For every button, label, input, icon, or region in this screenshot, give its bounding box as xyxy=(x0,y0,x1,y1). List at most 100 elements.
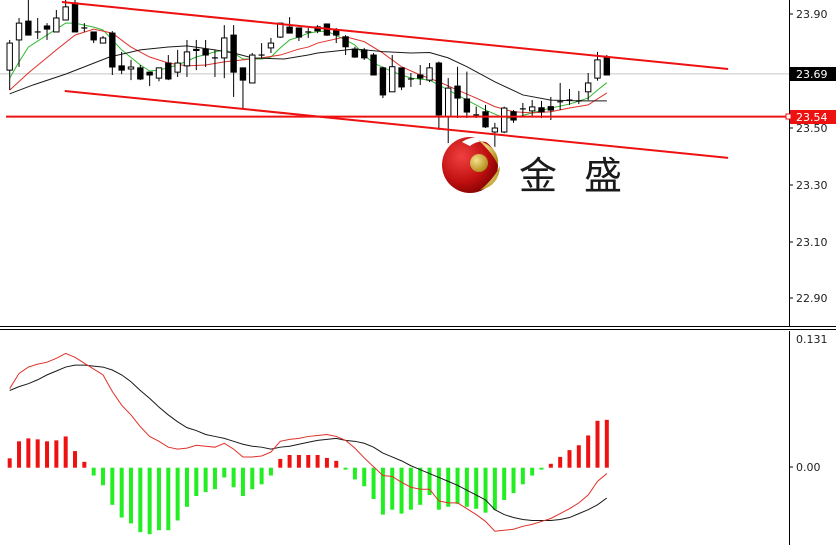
candle xyxy=(146,71,153,87)
macd-histogram-bar xyxy=(82,461,87,468)
macd-histogram-bar xyxy=(436,467,441,510)
candle-body-down xyxy=(25,20,32,36)
candle xyxy=(584,72,592,101)
macd-histogram-bar xyxy=(35,439,40,468)
macd-histogram-bar xyxy=(511,467,516,494)
macd-histogram-bar xyxy=(203,467,208,493)
macd-histogram-bar xyxy=(119,467,124,518)
candle xyxy=(519,102,526,117)
candle xyxy=(6,39,13,91)
ma-mid-line xyxy=(9,28,608,114)
candle xyxy=(277,22,284,38)
macd-histogram-bar xyxy=(147,467,152,535)
macd-histogram-bar xyxy=(138,467,143,533)
candle-body-down xyxy=(71,2,79,33)
logo-char: 金 xyxy=(519,154,557,198)
macd-histogram-bar xyxy=(128,467,133,524)
candle xyxy=(538,100,545,119)
signal-line xyxy=(9,364,608,521)
logo-emblem xyxy=(442,137,498,193)
candle xyxy=(295,27,303,42)
candle xyxy=(165,55,172,81)
candle xyxy=(389,55,396,93)
macd-histogram-bar xyxy=(371,467,376,499)
jinsheng-logo: 金 盛 xyxy=(442,137,622,198)
price-tick: 22.90 xyxy=(796,292,828,305)
macd-histogram-bar xyxy=(175,467,180,521)
macd-histogram-bar xyxy=(101,467,105,486)
macd-histogram-bar xyxy=(604,419,609,468)
candle-body-down xyxy=(202,48,209,56)
macd-histogram-bar xyxy=(306,454,311,468)
macd-histogram-bar xyxy=(567,450,572,468)
candle-body-down xyxy=(482,111,489,128)
candle xyxy=(454,66,461,119)
candle-body-down xyxy=(43,25,51,30)
macd-panel[interactable] xyxy=(7,352,609,535)
macd-histogram-bar xyxy=(250,467,255,490)
macd-histogram-bar xyxy=(315,454,320,468)
macd-line xyxy=(9,352,608,532)
macd-histogram-bar xyxy=(418,467,423,505)
upper-channel-line xyxy=(61,1,729,70)
candle-body-up xyxy=(127,66,135,70)
macd-histogram-bar xyxy=(380,467,385,515)
macd-histogram-bar xyxy=(63,436,68,468)
hline-marker xyxy=(785,113,792,120)
candle-body-down xyxy=(435,62,443,116)
candle-body-up xyxy=(267,42,275,49)
candle-body-down xyxy=(463,98,471,113)
candle-body-up xyxy=(183,51,191,67)
candle-body-down xyxy=(603,56,611,76)
candle xyxy=(221,25,228,79)
macd-tick: 0.00 xyxy=(796,461,821,474)
candle-body-down xyxy=(165,62,172,80)
price-panel[interactable] xyxy=(0,0,789,159)
candle xyxy=(174,49,181,77)
candle xyxy=(211,49,218,77)
candle-body-up xyxy=(426,67,433,81)
candle-body-up xyxy=(491,127,499,133)
macd-histogram-bar xyxy=(91,467,96,476)
macd-histogram-bar xyxy=(259,467,264,485)
candle xyxy=(15,17,23,68)
macd-histogram-bar xyxy=(26,438,31,468)
candle xyxy=(445,78,452,144)
candle-body-down xyxy=(295,27,303,38)
macd-histogram-bar xyxy=(17,441,22,468)
candle xyxy=(137,65,144,81)
current-price-tag: 23.69 xyxy=(790,67,836,81)
candle-body-up xyxy=(62,6,69,21)
macd-histogram-bar xyxy=(278,458,283,468)
macd-histogram-bar xyxy=(539,467,544,470)
candle xyxy=(426,63,433,83)
lower-channel-line xyxy=(64,89,729,159)
candle xyxy=(53,10,60,33)
candle-body-down xyxy=(538,107,545,113)
candle-body-up xyxy=(249,54,256,84)
candle xyxy=(99,35,107,44)
candle xyxy=(109,31,116,75)
macd-tick: 0.131 xyxy=(796,333,828,346)
macd-histogram-bar xyxy=(222,467,227,478)
candle xyxy=(575,90,582,105)
candle-body-down xyxy=(286,26,293,34)
candle xyxy=(127,59,135,81)
macd-histogram-bar xyxy=(474,467,479,509)
candle-body-down xyxy=(230,34,237,73)
logo-char: 盛 xyxy=(584,154,622,198)
macd-histogram-bar xyxy=(240,467,245,497)
candle-body-down xyxy=(342,36,349,48)
candle xyxy=(193,39,200,71)
candle-body-up xyxy=(155,67,163,79)
candle xyxy=(435,61,443,130)
price-tick: 23.10 xyxy=(796,236,828,249)
candle xyxy=(342,35,349,56)
candle xyxy=(230,25,237,97)
candle-body-up xyxy=(221,37,228,59)
macd-histogram-bar xyxy=(390,467,395,510)
candle-body-down xyxy=(90,31,97,41)
macd-histogram-bar xyxy=(7,458,12,468)
macd-histogram-bar xyxy=(548,463,553,468)
